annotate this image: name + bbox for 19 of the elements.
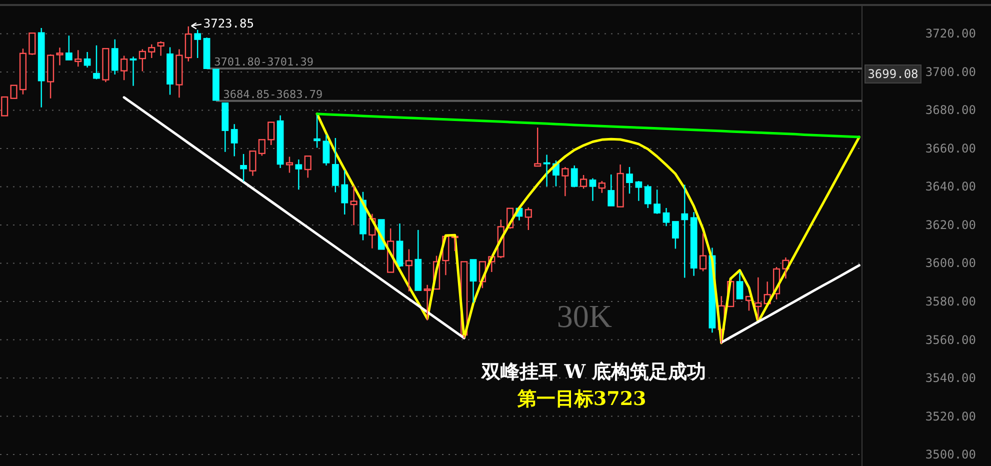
annotation: 第一目标3723 bbox=[517, 388, 646, 410]
y-tick-label: 3700.00 bbox=[925, 64, 976, 79]
y-tick-label: 3500.00 bbox=[925, 448, 976, 462]
y-tick-label: 3600.00 bbox=[925, 256, 976, 270]
y-tick-label: 3560.00 bbox=[925, 332, 976, 347]
y-tick-label: 3580.00 bbox=[925, 294, 976, 308]
y-tick-label: 3620.00 bbox=[925, 218, 976, 232]
y-tick-label: 3680.00 bbox=[925, 103, 976, 118]
y-tick-label: 3720.00 bbox=[925, 26, 976, 41]
annotation: 30K bbox=[556, 298, 612, 334]
y-tick-label: 3540.00 bbox=[925, 371, 976, 386]
y-tick-label: 3640.00 bbox=[925, 180, 976, 194]
annotation: 双峰挂耳 W 底构筑足成功 bbox=[482, 361, 706, 383]
y-tick-label: 3520.00 bbox=[925, 409, 976, 424]
ref-line-label: 3701.80-3701.39 bbox=[214, 56, 314, 69]
y-tick-label: 3660.00 bbox=[925, 141, 976, 156]
annotation: 3699.08 bbox=[868, 67, 918, 81]
annotation: 3723.85 bbox=[203, 16, 254, 30]
ref-line-label: 3684.85-3683.79 bbox=[223, 88, 323, 101]
